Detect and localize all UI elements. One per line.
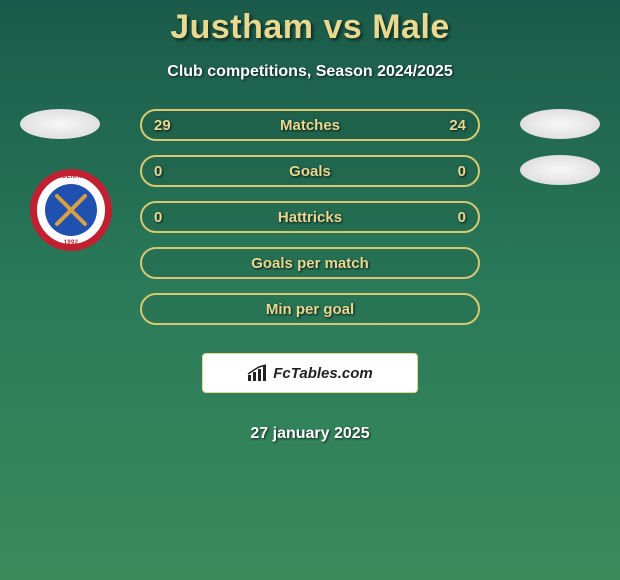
stat-label: Hattricks <box>278 209 342 226</box>
stat-label: Matches <box>280 117 340 134</box>
stats-block: DAGENHAM 1992 29 Matches 24 0 Goals 0 <box>0 109 620 443</box>
stat-row-hattricks: 0 Hattricks 0 <box>140 201 480 233</box>
badge-ring: DAGENHAM 1992 <box>30 169 112 251</box>
club-right-ellipse-2 <box>520 155 600 185</box>
club-left-ellipse <box>20 109 100 139</box>
subtitle: Club competitions, Season 2024/2025 <box>167 63 452 81</box>
stat-row-goals-per-match: Goals per match <box>140 247 480 279</box>
stat-row-matches: 29 Matches 24 <box>140 109 480 141</box>
stat-label: Goals per match <box>251 255 369 272</box>
stat-right-value: 0 <box>458 163 466 180</box>
stat-left-value: 0 <box>154 163 162 180</box>
fctables-link[interactable]: FcTables.com <box>202 353 418 393</box>
badge-year: 1992 <box>64 240 79 246</box>
club-right-ellipse-1 <box>520 109 600 139</box>
stat-left-value: 29 <box>154 117 171 134</box>
badge-text-top: DAGENHAM <box>52 174 90 180</box>
stat-right-value: 24 <box>449 117 466 134</box>
stat-row-min-per-goal: Min per goal <box>140 293 480 325</box>
crossed-daggers-icon <box>51 190 91 230</box>
date-text: 27 january 2025 <box>250 425 369 443</box>
fctables-label: FcTables.com <box>273 365 372 382</box>
infographic-container: Justham vs Male Club competitions, Seaso… <box>0 0 620 443</box>
stat-label: Min per goal <box>266 301 354 318</box>
club-left-badge: DAGENHAM 1992 <box>30 169 112 251</box>
page-title: Justham vs Male <box>170 8 450 47</box>
stat-row-goals: 0 Goals 0 <box>140 155 480 187</box>
stat-right-value: 0 <box>458 209 466 226</box>
stat-left-value: 0 <box>154 209 162 226</box>
badge-inner <box>45 184 97 236</box>
stat-label: Goals <box>289 163 331 180</box>
bar-chart-icon <box>247 364 269 382</box>
